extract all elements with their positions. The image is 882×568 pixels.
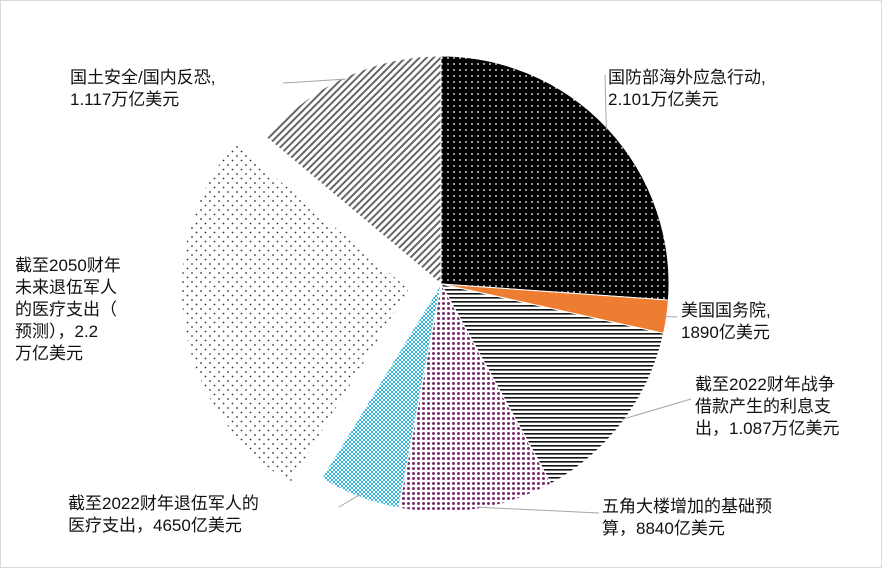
- label-homeland-line-2: 1.117万亿美元: [70, 90, 180, 109]
- label-homeland: 国土安全/国内反恐, 1.117万亿美元: [70, 67, 215, 111]
- leader-line-pentagon: [476, 506, 600, 514]
- label-interest-line-2: 借款产生的利息支: [695, 397, 831, 416]
- pie-slice-pentagon: [398, 282, 552, 513]
- pie-slice-vet2022: [321, 283, 442, 509]
- label-vet2022-line-2: 医疗支出，4650亿美元: [68, 516, 242, 535]
- label-pentagon-line-2: 算，8840亿美元: [602, 519, 725, 538]
- label-interest-line-1: 截至2022财年战争: [695, 375, 835, 394]
- leader-line-overseas: [604, 74, 607, 130]
- pie-slice-vet2050: [180, 141, 411, 485]
- pie-slice-interest: [440, 283, 665, 485]
- label-vet2050: 截至2050财年 未来退伍军人 的医疗支出（ 预测），2.2 万亿美元: [15, 255, 121, 365]
- pie-slice-homeland: [265, 55, 442, 286]
- label-state-line-1: 美国国务院,: [681, 301, 771, 320]
- label-state: 美国国务院, 1890亿美元: [681, 300, 771, 344]
- label-interest: 截至2022财年战争 借款产生的利息支 出，1.087万亿美元: [695, 374, 840, 440]
- label-vet2050-line-1: 截至2050财年: [15, 256, 121, 275]
- label-vet2050-line-2: 未来退伍军人: [15, 278, 117, 297]
- leader-line-vet2022: [338, 494, 360, 508]
- label-vet2022: 截至2022财年退伍军人的 医疗支出，4650亿美元: [68, 493, 259, 537]
- label-vet2050-line-3: 的医疗支出（: [15, 300, 117, 319]
- label-pentagon-line-1: 五角大楼增加的基础预: [602, 497, 772, 516]
- label-vet2050-line-5: 万亿美元: [15, 344, 83, 363]
- leader-line-interest: [621, 398, 692, 420]
- label-homeland-line-1: 国土安全/国内反恐,: [70, 68, 216, 87]
- label-overseas: 国防部海外应急行动, 2.101万亿美元: [608, 67, 766, 111]
- label-vet2022-line-1: 截至2022财年退伍军人的: [68, 494, 259, 513]
- label-vet2050-line-4: 预测），2.2: [15, 322, 99, 341]
- label-pentagon: 五角大楼增加的基础预 算，8840亿美元: [602, 496, 772, 540]
- label-overseas-line-1: 国防部海外应急行动,: [608, 68, 766, 87]
- label-state-line-2: 1890亿美元: [681, 323, 770, 342]
- label-interest-line-3: 出，1.087万亿美元: [695, 419, 840, 438]
- label-overseas-line-2: 2.101万亿美元: [608, 90, 719, 109]
- pie-slice-overseas: [440, 55, 670, 301]
- leader-line-homeland: [282, 78, 346, 84]
